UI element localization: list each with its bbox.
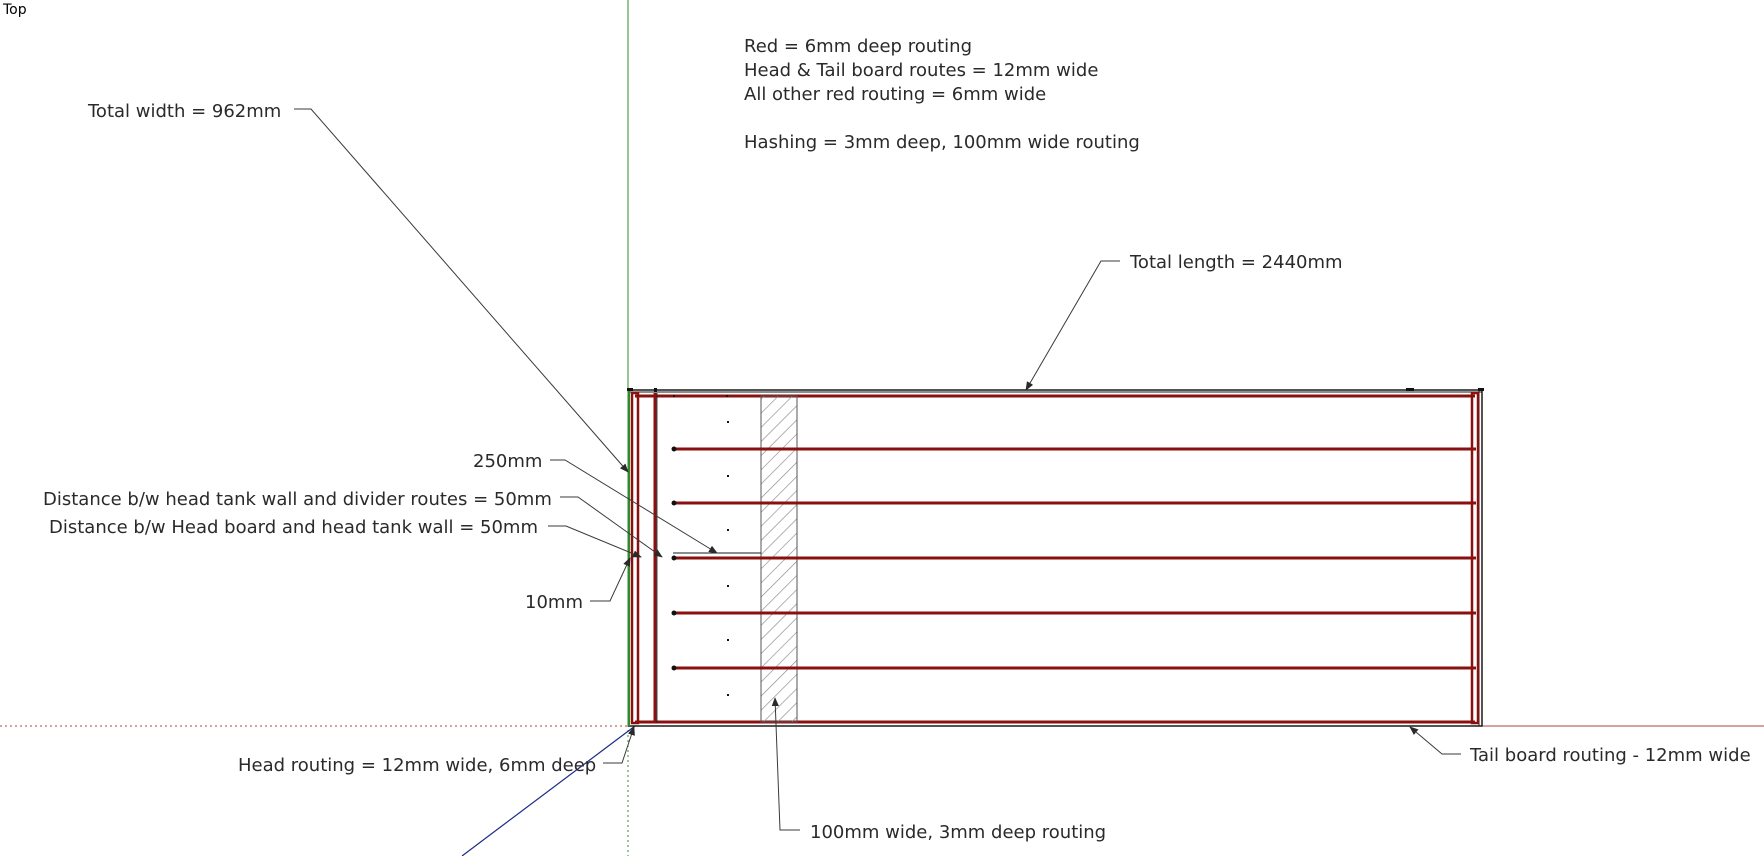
head-routing-label: Head routing = 12mm wide, 6mm deep	[238, 755, 596, 776]
divider-start-dot	[671, 610, 677, 616]
divider-gap-leader	[560, 496, 663, 558]
note-head-tail-width: Head & Tail board routes = 12mm wide	[744, 60, 1098, 81]
dim-10mm-label: 10mm	[525, 592, 583, 613]
divider-start-dot	[671, 446, 677, 452]
note-other-red-width: All other red routing = 6mm wide	[744, 84, 1046, 105]
note-red-depth: Red = 6mm deep routing	[744, 36, 972, 57]
head-gap-leader	[548, 525, 642, 558]
divider-start-dot	[671, 665, 677, 671]
total-width-label: Total width = 962mm	[87, 101, 281, 122]
board	[627, 388, 1484, 727]
head-board-route	[630, 391, 640, 725]
tail-routing-leader	[1409, 726, 1461, 755]
hash-routing-leader	[771, 697, 800, 831]
hash-routing-label: 100mm wide, 3mm deep routing	[810, 822, 1106, 843]
dim-250mm-leader	[550, 459, 718, 554]
divider-start-dot	[671, 500, 677, 506]
notes-block: Red = 6mm deep routing Head & Tail board…	[744, 36, 1140, 153]
total-length-label: Total length = 2440mm	[1129, 252, 1343, 273]
view-label: Top	[2, 2, 27, 18]
dim-250mm-label: 250mm	[473, 451, 542, 472]
blue-axis	[461, 725, 636, 856]
head-routing-leader	[603, 726, 635, 764]
total-width-leader	[294, 108, 629, 473]
total-length-leader	[1025, 260, 1120, 391]
divider-gap-label: Distance b/w head tank wall and divider …	[43, 489, 552, 510]
dim-10mm-leader	[590, 557, 631, 602]
note-hashing: Hashing = 3mm deep, 100mm wide routing	[744, 132, 1140, 153]
marker-dots	[627, 388, 1484, 696]
tail-routing-label: Tail board routing - 12mm wide	[1469, 745, 1751, 766]
head-gap-label: Distance b/w Head board and head tank wa…	[49, 517, 538, 538]
divider-start-dot	[671, 555, 677, 561]
